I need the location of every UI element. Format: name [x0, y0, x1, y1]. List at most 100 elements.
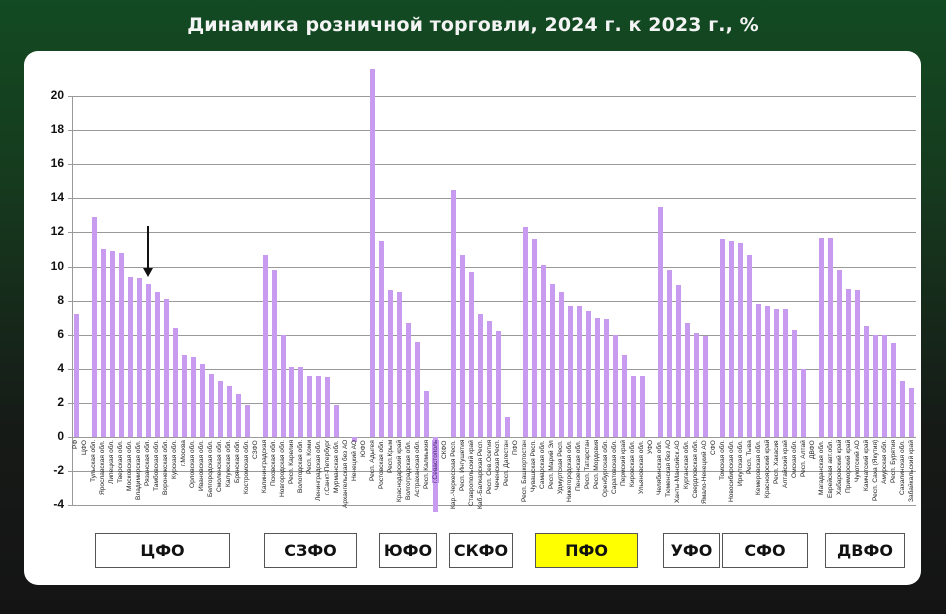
y-axis [72, 96, 73, 506]
x-tick-label: Хабаровский край [835, 439, 843, 495]
district-button-1[interactable]: СЗФО [264, 533, 357, 568]
bar [127, 276, 133, 437]
bar [271, 269, 277, 437]
bar [307, 375, 313, 437]
x-tick-label: Ленинградская обл. [314, 440, 322, 501]
bar [720, 239, 726, 437]
x-tick-label: Удмуртская Респ. [557, 440, 565, 494]
bar [657, 206, 663, 437]
x-tick-label: Сахалинская обл. [898, 440, 906, 495]
district-button-6[interactable]: СФО [722, 533, 808, 568]
x-tick-label: ПФО [512, 440, 520, 455]
gridline [68, 232, 916, 233]
bar [469, 271, 475, 437]
bar [909, 387, 914, 437]
x-tick-label: Чукотский АО [853, 440, 861, 482]
x-tick-label: СКФО [440, 440, 448, 459]
x-tick-label: ЮФО [359, 440, 367, 457]
x-tick-label: Краснодарский край [395, 439, 403, 502]
x-tick-label: Пензенская обл. [575, 440, 583, 491]
bar [487, 321, 492, 437]
bar [181, 355, 187, 437]
bar [244, 404, 250, 437]
x-tick-label: Брянская обл. [234, 439, 242, 483]
x-tick-label: Курганская обл. [683, 440, 691, 489]
y-tick-label: 6 [57, 326, 64, 341]
x-tick-label: Владимирская обл. [135, 440, 143, 500]
district-button-4[interactable]: ПФО [535, 533, 638, 568]
x-tick-label: Респ. Татарстан [584, 439, 592, 489]
district-button-2[interactable]: ЮФО [379, 533, 437, 568]
bar [585, 310, 591, 437]
x-tick-label: Респ. Ингушетия [458, 439, 466, 491]
gridline [68, 198, 916, 199]
x-tick-label: Алтайский край [781, 440, 789, 488]
bar [522, 227, 528, 437]
x-tick-label: Калининградская [261, 439, 269, 493]
x-tick-label: Костромская обл. [243, 440, 251, 494]
district-button-3[interactable]: СКФО [449, 533, 513, 568]
x-tick-label: Ульяновская обл. [638, 440, 646, 494]
bar [235, 394, 241, 437]
gridline [68, 96, 916, 97]
x-tick-label: Респ. Карелия [287, 439, 295, 484]
bar [478, 314, 484, 437]
bar [747, 254, 753, 437]
bar [864, 326, 870, 437]
x-tick-label: Кар.-Черкесская Респ. [449, 440, 457, 509]
x-tick-label: Новосибирская обл. [727, 440, 735, 502]
bar [136, 278, 142, 437]
x-tick-label: Пермский край [620, 440, 628, 486]
x-tick-label: Кировская обл. [629, 440, 637, 487]
bar [702, 336, 708, 437]
y-tick-label: 16 [50, 156, 64, 171]
bar [783, 309, 789, 437]
x-tick-label: Рязанская обл. [144, 439, 152, 486]
bar [280, 334, 286, 437]
bar [379, 240, 385, 437]
bar [900, 380, 906, 437]
x-tick-label: Респ. Адыгея [368, 440, 376, 481]
bar [558, 292, 564, 437]
x-tick-label: РФ [72, 439, 80, 449]
x-tick-label: Челябинская обл. [656, 440, 664, 495]
x-tick-label: Курская обл. [171, 440, 179, 479]
bar [145, 283, 151, 437]
x-tick-label: Камчатский край [862, 439, 870, 491]
bar [891, 343, 897, 437]
bar [370, 68, 376, 437]
y-tick-label: 14 [50, 190, 64, 205]
bar [208, 373, 214, 437]
bar [756, 304, 762, 437]
y-tick-label: -4 [53, 497, 64, 512]
x-tick-label: Забайкальский край [907, 440, 915, 502]
y-tick-label: 18 [50, 122, 64, 137]
x-tick-label: Чеченская Респ. [494, 439, 502, 490]
district-button-7[interactable]: ДВФО [825, 533, 905, 568]
district-button-0[interactable]: ЦФО [95, 533, 230, 568]
bar [163, 298, 169, 437]
bar [100, 249, 106, 437]
bar [298, 367, 304, 437]
bar [792, 329, 798, 437]
x-tick-label: Ярославская обл. [99, 440, 107, 495]
bar [109, 251, 115, 437]
y-tick-label: 4 [57, 360, 64, 375]
bar [873, 334, 879, 437]
district-button-5[interactable]: УФО [663, 533, 720, 568]
bar [154, 292, 160, 437]
y-tick-label: -2 [53, 463, 64, 478]
x-tick-label: Респ. Марий Эл [548, 440, 556, 489]
bar [819, 237, 825, 437]
bar [666, 269, 672, 437]
x-tick-label: Московская обл. [126, 440, 134, 491]
bar [549, 283, 555, 437]
bar [684, 322, 690, 437]
bar [828, 237, 834, 437]
gridline [68, 403, 916, 404]
x-tick-label: Амурская обл. [880, 439, 888, 484]
x-tick-label: Магаданская обл. [817, 440, 825, 495]
x-tick-label: Тверская обл. [117, 440, 125, 483]
x-tick-label: Респ. Калмыкия [422, 439, 430, 489]
x-tick-label: Оренбургская обл. [602, 439, 610, 497]
